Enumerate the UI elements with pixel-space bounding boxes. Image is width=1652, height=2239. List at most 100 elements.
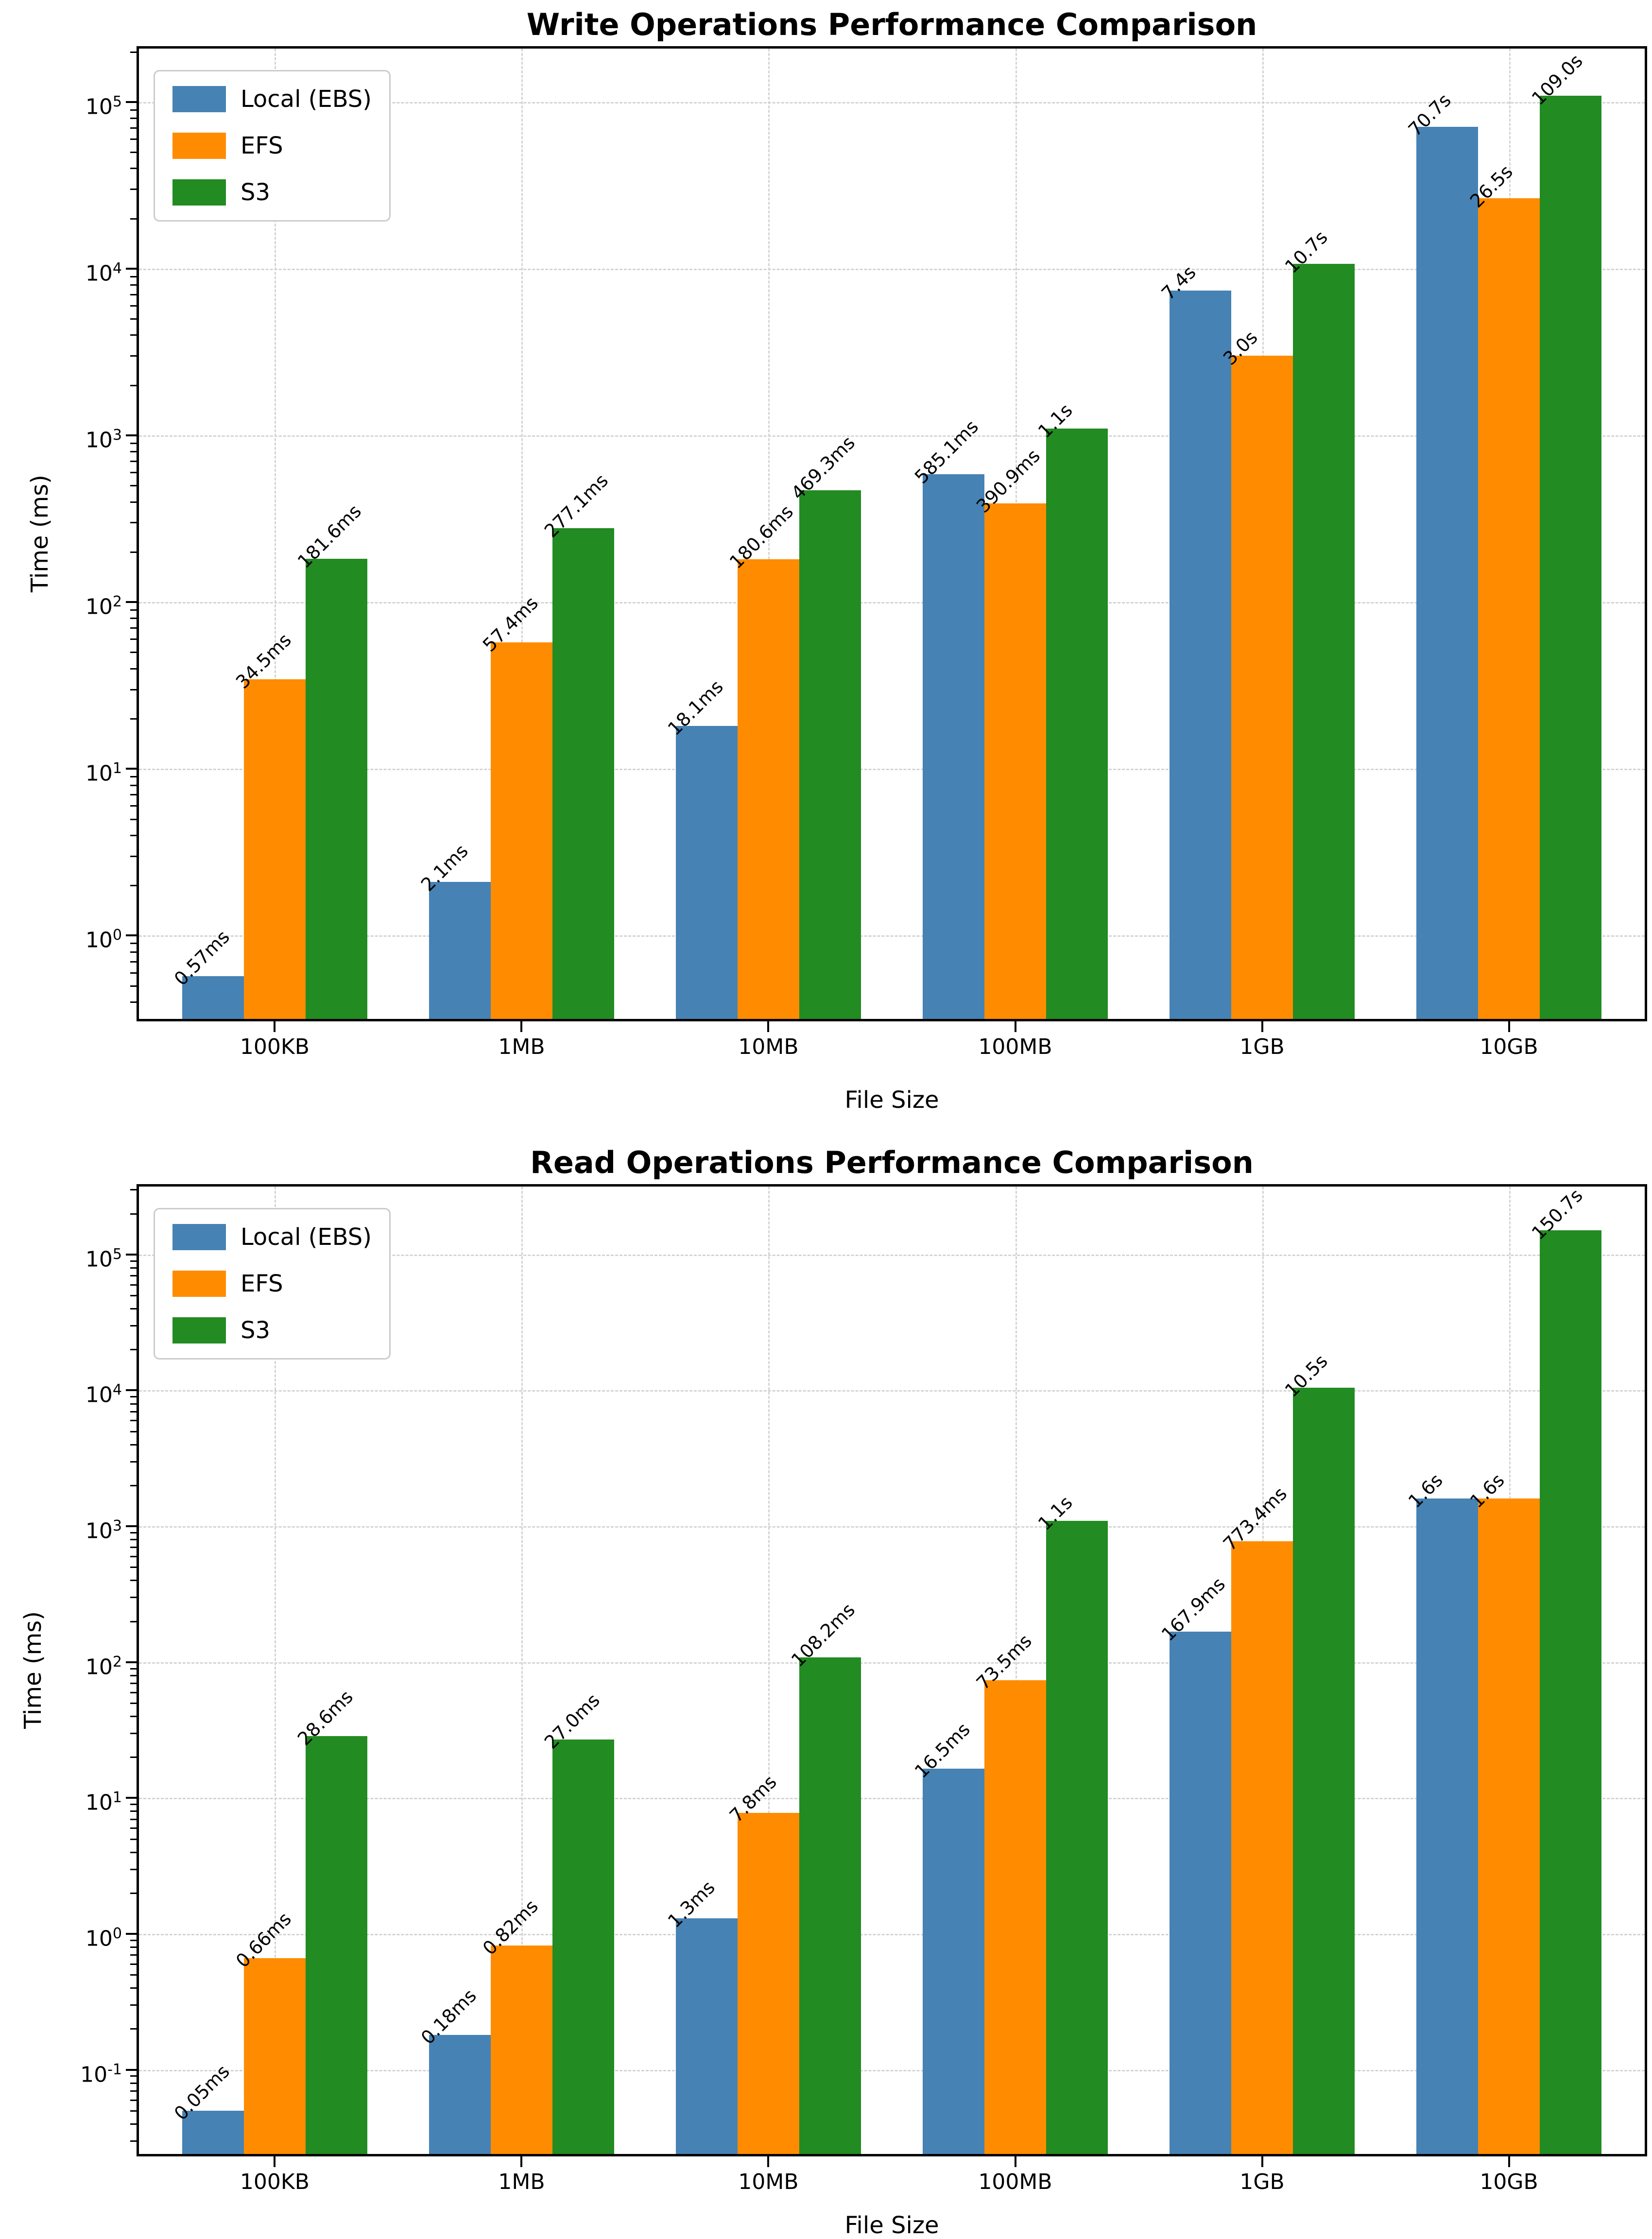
y-gridline (139, 1933, 1645, 1935)
y-minor-tick (130, 1939, 137, 1941)
y-minor-tick (130, 1275, 137, 1277)
y-tick (126, 101, 137, 103)
legend: Local (EBS) EFS S3 (154, 70, 391, 222)
y-minor-tick (130, 1838, 137, 1840)
y-tick (126, 434, 137, 437)
y-minor-tick (130, 1349, 137, 1351)
y-minor-tick (130, 1461, 137, 1463)
bar-s3-1mb (552, 1739, 614, 2154)
write-x-axis-label: File Size (844, 1086, 939, 1114)
y-minor-tick (130, 51, 137, 53)
legend-item: S3 (172, 179, 372, 206)
legend-item: Local (EBS) (172, 86, 372, 112)
y-tick-label: 103 (85, 1517, 122, 1544)
bar-local-ebs--10gb (1416, 1498, 1479, 2154)
y-tick-label: 102 (85, 1653, 122, 1680)
y-tick (126, 1661, 137, 1663)
y-gridline (139, 1662, 1645, 1664)
y-minor-tick (130, 1963, 137, 1965)
y-minor-tick (130, 2140, 137, 2142)
x-tick-label: 1GB (1239, 2170, 1285, 2194)
y-gridline (139, 769, 1645, 771)
y-minor-tick (130, 1420, 137, 1422)
y-minor-tick (130, 1691, 137, 1693)
y-minor-tick (130, 1597, 137, 1599)
y-tick (126, 934, 137, 937)
y-minor-tick (130, 1715, 137, 1717)
y-minor-tick (130, 985, 137, 987)
y-tick-label: 105 (85, 1245, 122, 1272)
x-gridline (768, 49, 770, 1019)
bar-efs-10gb (1478, 198, 1540, 1019)
x-tick-label: 100KB (240, 1034, 310, 1059)
x-tick-label: 1MB (498, 2170, 545, 2194)
write-chart-title: Write Operations Performance Comparison (526, 7, 1257, 42)
y-minor-tick (130, 1001, 137, 1003)
y-minor-tick (130, 805, 137, 807)
bar-efs-1mb (490, 1946, 552, 2154)
y-minor-tick (130, 1868, 137, 1870)
y-minor-tick (130, 305, 137, 307)
y-minor-tick (130, 1946, 137, 1948)
bar-s3-1mb (552, 528, 614, 1019)
bar-efs-100kb (243, 679, 306, 1019)
bar-s3-100mb (1046, 428, 1108, 1019)
x-gridline (521, 49, 523, 1019)
read-chart-title: Read Operations Performance Comparison (530, 1145, 1254, 1180)
y-minor-tick (130, 1532, 137, 1533)
y-minor-tick (130, 1757, 137, 1758)
y-minor-tick (130, 1818, 137, 1820)
y-tick (126, 601, 137, 603)
y-minor-tick (130, 1851, 137, 1853)
y-minor-tick (130, 2004, 137, 2006)
y-minor-tick (130, 943, 137, 945)
x-tick-label: 100KB (240, 2170, 310, 2194)
bar-local-ebs--100kb (182, 2110, 244, 2154)
x-tick (1508, 2156, 1510, 2167)
y-minor-tick (130, 138, 137, 140)
bar-efs-100mb (984, 503, 1046, 1019)
x-tick-label: 10GB (1480, 1034, 1538, 1059)
y-minor-tick (130, 1547, 137, 1549)
x-tick (1261, 2156, 1263, 2167)
y-minor-tick (130, 1580, 137, 1582)
y-minor-tick (130, 1804, 137, 1806)
x-tick (1014, 2156, 1016, 2167)
y-tick (126, 1932, 137, 1935)
y-gridline (139, 2069, 1645, 2071)
y-minor-tick (130, 152, 137, 154)
y-minor-tick (130, 276, 137, 277)
x-tick (1508, 1021, 1510, 1032)
y-minor-tick (130, 118, 137, 120)
bar-efs-1gb (1231, 1541, 1293, 2154)
y-minor-tick (130, 776, 137, 777)
y-minor-tick (130, 951, 137, 953)
x-tick-label: 1MB (498, 1034, 545, 1059)
x-tick (767, 2156, 770, 2167)
bar-efs-10gb (1478, 1498, 1540, 2154)
y-minor-tick (130, 1189, 137, 1191)
y-minor-tick (130, 689, 137, 690)
efs-swatch-icon (172, 133, 226, 159)
x-tick-label: 100MB (978, 1034, 1052, 1059)
bar-s3-1gb (1293, 263, 1355, 1019)
legend-label: Local (EBS) (241, 86, 372, 113)
bar-s3-10gb (1540, 1230, 1602, 2154)
y-minor-tick (130, 794, 137, 796)
bar-local-ebs--1gb (1170, 1631, 1232, 2154)
y-minor-tick (130, 1892, 137, 1894)
y-minor-tick (130, 218, 137, 220)
y-minor-tick (130, 1308, 137, 1310)
y-minor-tick (130, 2090, 137, 2092)
x-tick (1261, 1021, 1263, 1032)
y-minor-tick (130, 1396, 137, 1398)
y-gridline (139, 435, 1645, 437)
bar-local-ebs--1gb (1170, 290, 1232, 1019)
y-tick-label: 103 (85, 427, 122, 453)
y-minor-tick (130, 1411, 137, 1412)
y-gridline (139, 602, 1645, 604)
y-minor-tick (130, 127, 137, 129)
bar-local-ebs--1mb (429, 881, 491, 1019)
y-tick-label: 104 (85, 259, 122, 286)
y-minor-tick (130, 1267, 137, 1269)
